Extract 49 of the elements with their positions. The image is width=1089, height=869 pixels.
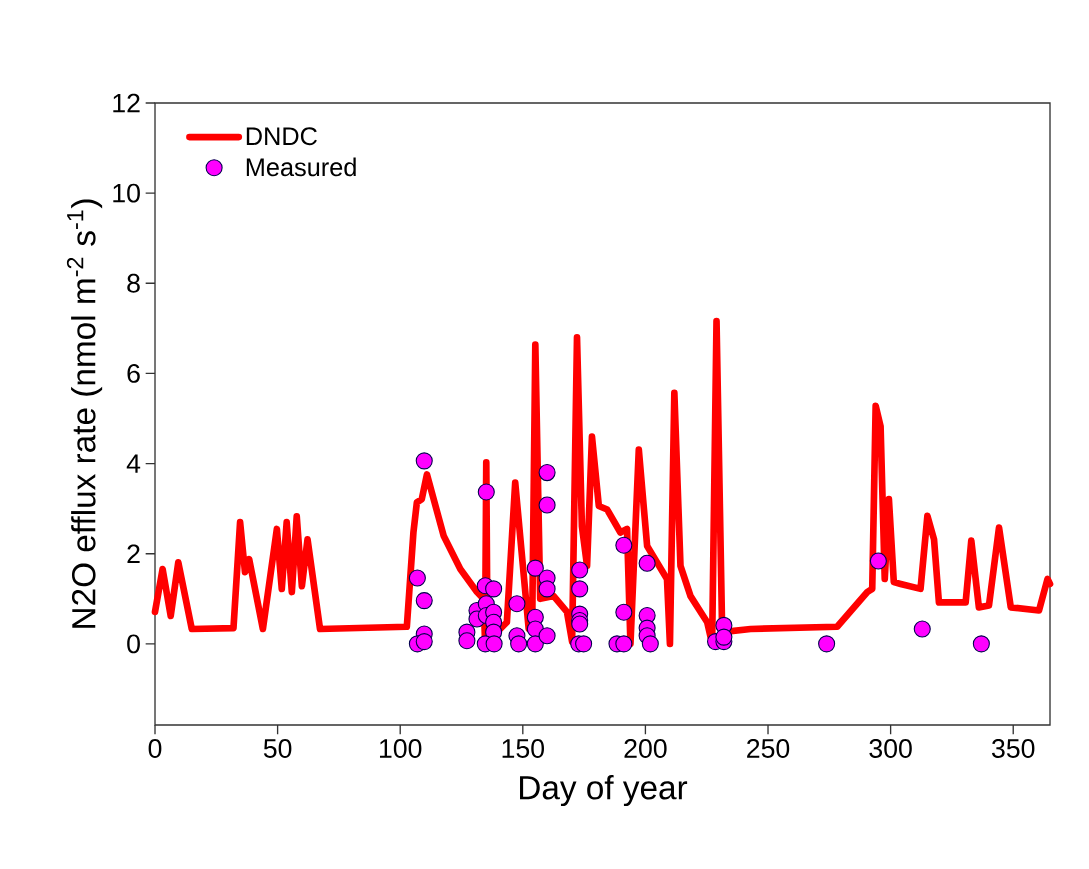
point bbox=[415, 592, 433, 610]
point bbox=[538, 627, 556, 645]
y-tick-label: 2 bbox=[127, 544, 140, 564]
x-tick-label: 150 bbox=[502, 739, 544, 758]
point bbox=[615, 635, 633, 653]
y-tick-label: 10 bbox=[113, 183, 140, 203]
point bbox=[526, 559, 544, 577]
point bbox=[538, 580, 556, 598]
x-tick-label: 200 bbox=[624, 739, 667, 758]
point bbox=[972, 635, 990, 653]
y-tick-label: 0 bbox=[127, 634, 140, 654]
y-tick-label: 4 bbox=[126, 454, 141, 473]
x-tick-label: 100 bbox=[379, 739, 422, 758]
y-tick-label: 8 bbox=[127, 273, 140, 293]
y-tick-label: 12 bbox=[113, 93, 140, 113]
point bbox=[458, 632, 476, 650]
x-tick-label: 50 bbox=[263, 739, 292, 758]
point bbox=[571, 615, 589, 633]
x-tick-label: 0 bbox=[148, 739, 162, 758]
x-tick-label: 350 bbox=[992, 739, 1035, 758]
x-axis-title: Day of year bbox=[520, 775, 688, 807]
point bbox=[538, 496, 556, 514]
x-tick-label: 250 bbox=[747, 739, 790, 758]
y-tick-label: 6 bbox=[127, 364, 140, 383]
point bbox=[485, 580, 503, 598]
point bbox=[571, 580, 589, 598]
point bbox=[913, 620, 931, 638]
point bbox=[477, 483, 495, 501]
point bbox=[485, 635, 503, 653]
point bbox=[415, 633, 433, 651]
point bbox=[408, 569, 426, 587]
x-tick-label: 300 bbox=[869, 739, 912, 758]
point bbox=[415, 452, 433, 470]
point bbox=[571, 561, 589, 579]
point bbox=[638, 554, 656, 572]
legend-label: DNDC bbox=[246, 127, 317, 146]
point bbox=[538, 464, 556, 482]
point bbox=[575, 635, 593, 653]
legend-label: Measured bbox=[246, 157, 356, 177]
y-axis-title: N2O efflux rate (nmol m$^{-2}$ s$^{-1}$) bbox=[66, 199, 103, 628]
point bbox=[869, 552, 887, 570]
point bbox=[641, 635, 659, 653]
point bbox=[510, 635, 528, 653]
point bbox=[508, 595, 526, 613]
point bbox=[615, 603, 633, 621]
point bbox=[615, 536, 633, 554]
point bbox=[818, 635, 836, 653]
point bbox=[715, 628, 733, 646]
point bbox=[526, 635, 544, 653]
